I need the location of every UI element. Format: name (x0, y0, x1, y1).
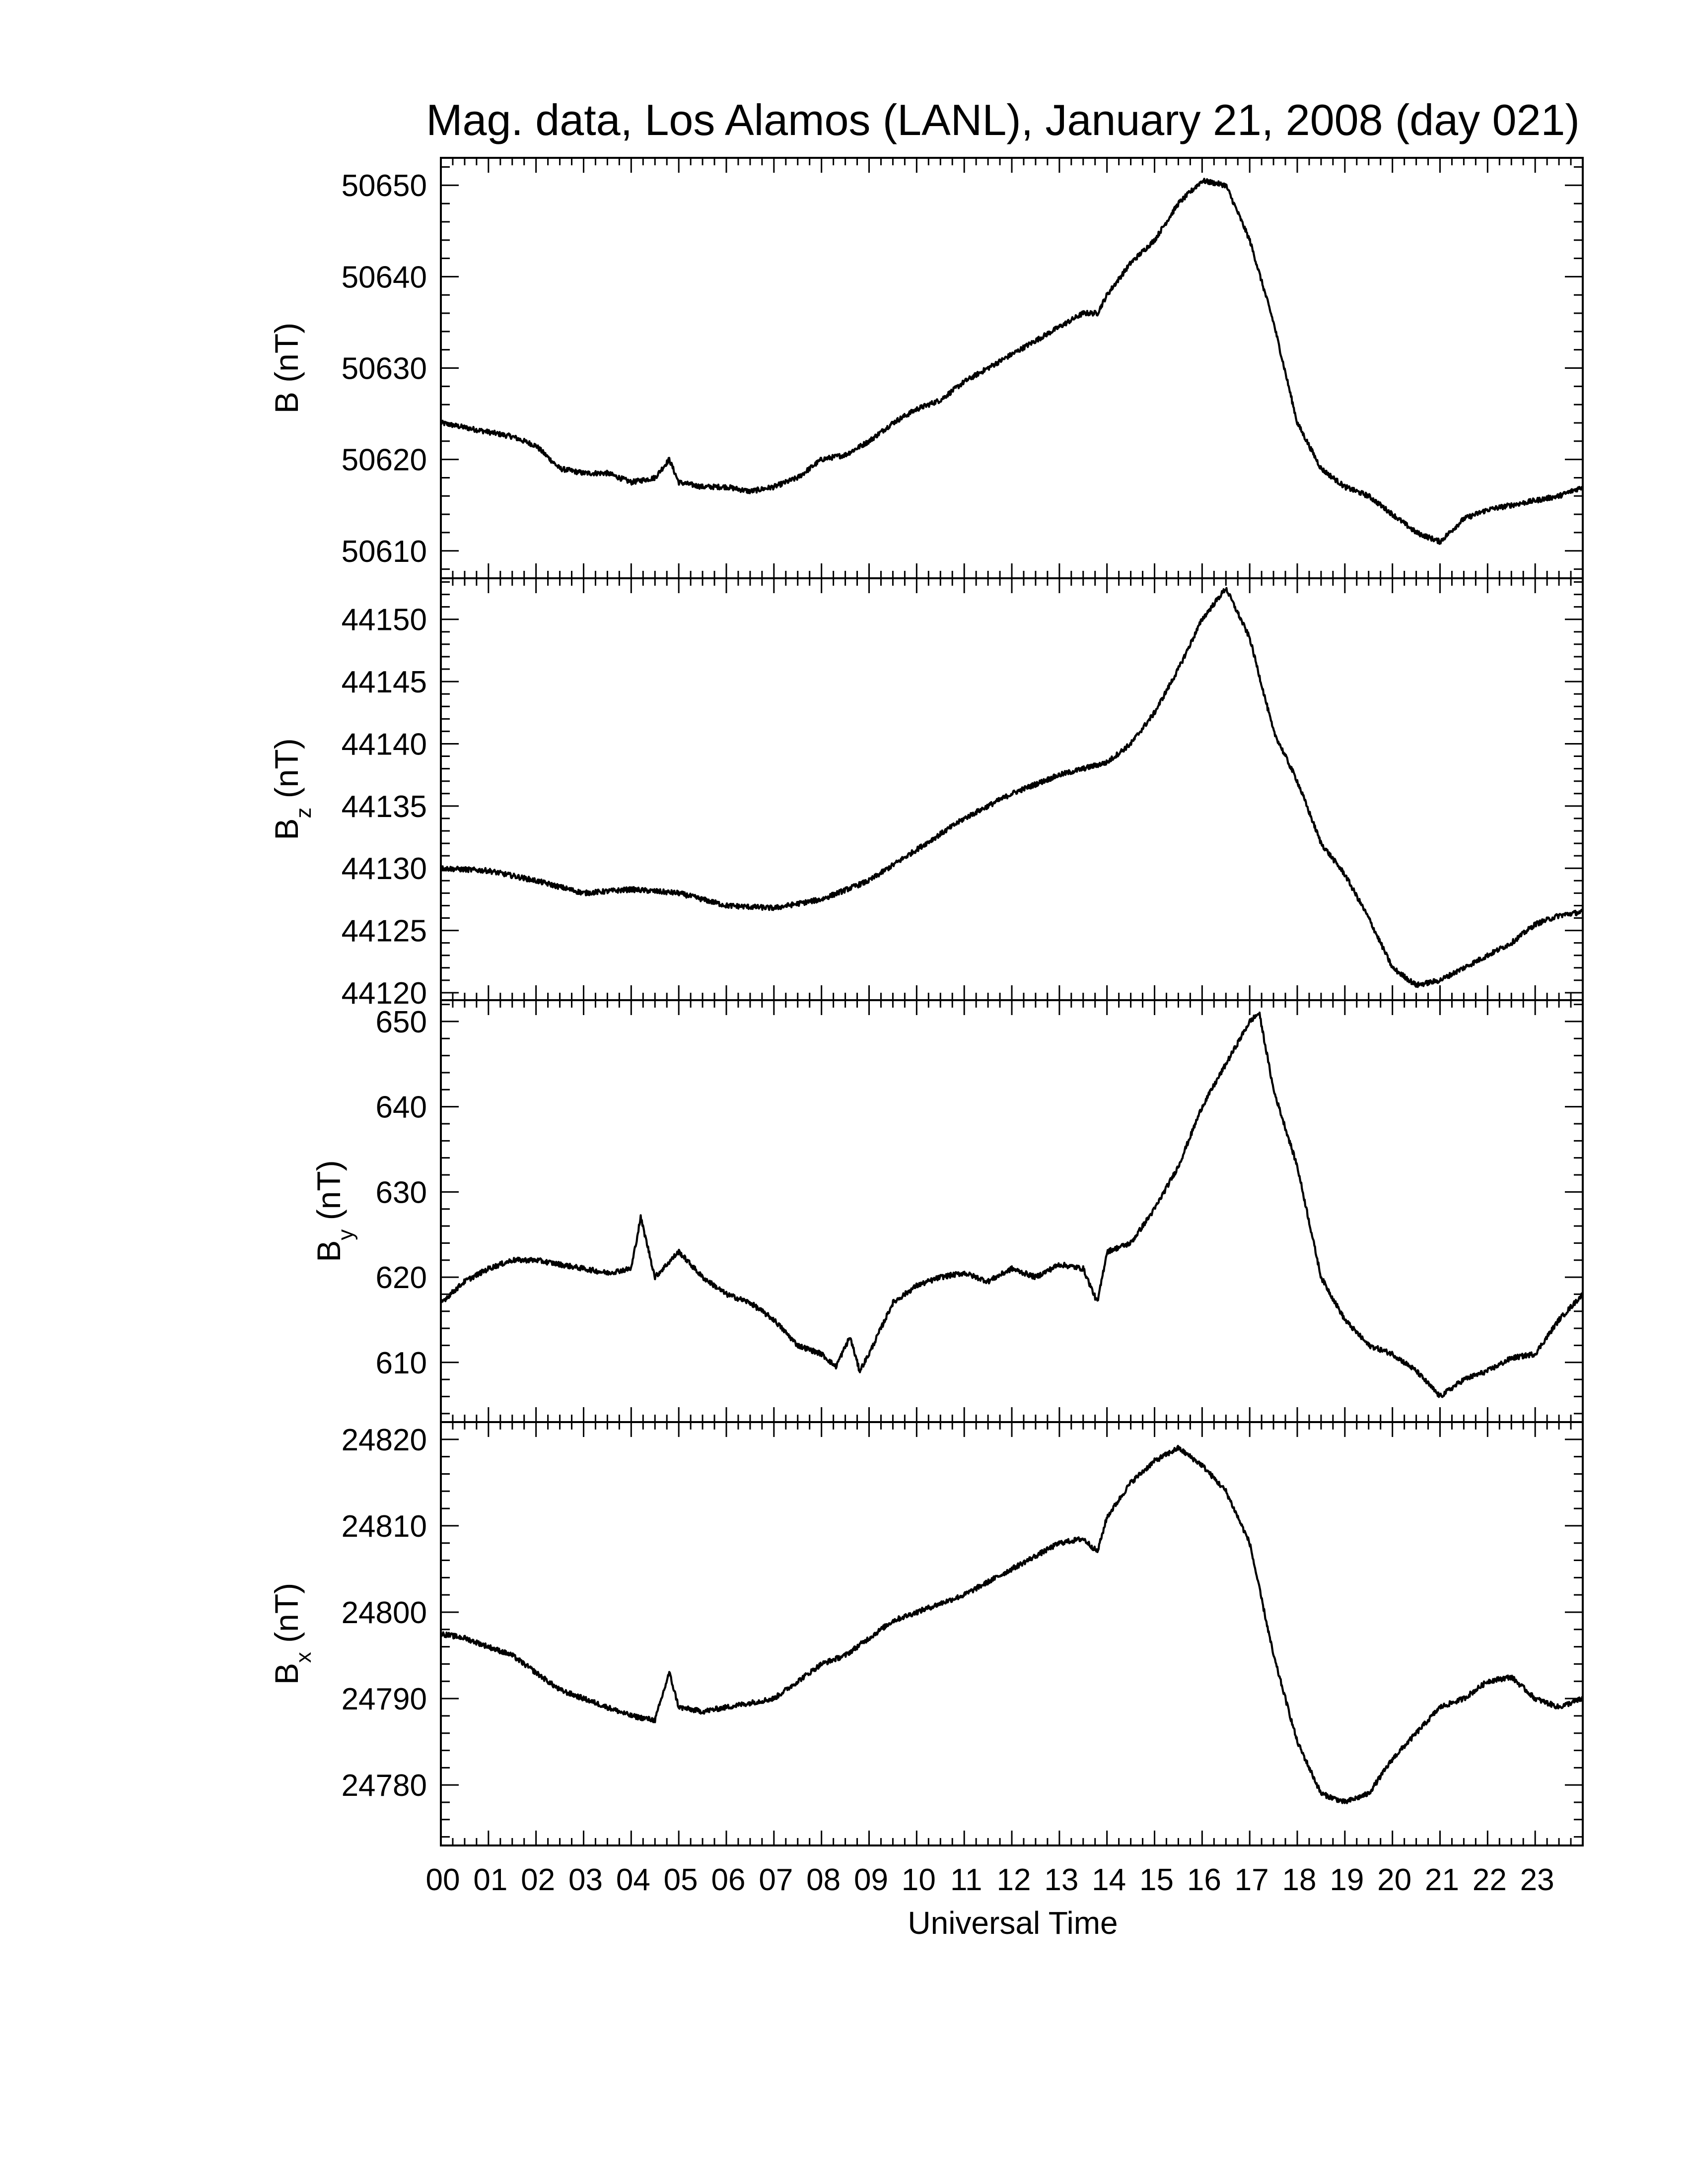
y-axis-label-subscript: z (291, 808, 316, 819)
y-tick-label: 44120 (342, 976, 427, 1011)
panel-frame (440, 999, 1584, 1423)
y-tick-label: 640 (376, 1091, 427, 1125)
y-tick-label: 44130 (342, 852, 427, 886)
y-axis-label-unit: (nT) (268, 738, 305, 807)
y-tick-label: 44135 (342, 790, 427, 824)
y-tick-label: 650 (376, 1005, 427, 1039)
y-axis-label-unit: (nT) (268, 323, 305, 392)
y-tick-label: 44140 (342, 727, 427, 761)
x-tick-label: 18 (1282, 1863, 1317, 1897)
y-tick-label: 44145 (342, 665, 427, 699)
x-tick-label: 16 (1187, 1863, 1221, 1897)
x-tick-label: 03 (568, 1863, 603, 1897)
x-tick-label: 04 (616, 1863, 650, 1897)
x-tick-label: 06 (711, 1863, 746, 1897)
x-tick-label: 08 (806, 1863, 841, 1897)
series-line-Bx (439, 1444, 1584, 1804)
x-tick-label: 02 (521, 1863, 555, 1897)
y-axis-label-main: B (268, 392, 305, 413)
y-axis-label-subscript: y (334, 1229, 358, 1240)
x-tick-label: 13 (1044, 1863, 1078, 1897)
y-axis-label: Bx (nT) (268, 1583, 316, 1685)
y-tick-label: 24780 (342, 1769, 427, 1803)
y-tick-label: 24810 (342, 1509, 427, 1544)
y-axis-label-main: B (268, 819, 305, 840)
panel-frame (440, 157, 1584, 579)
y-tick-label: 50630 (342, 352, 427, 386)
x-tick-label: 14 (1092, 1863, 1126, 1897)
y-tick-label: 630 (376, 1175, 427, 1210)
y-tick-label: 24790 (342, 1682, 427, 1716)
panel-Bz: 44120 44125 44130 44135 44140 44145 44150 Bz (n… (268, 577, 1584, 1011)
panel-B: 50610 50620 50630 50640 50650 B (nT) (268, 157, 1584, 579)
series-line-B (439, 178, 1584, 545)
y-tick-label: 44150 (342, 603, 427, 637)
y-tick-label: 50640 (342, 260, 427, 294)
y-tick-label: 50650 (342, 169, 427, 203)
x-tick-label: 17 (1235, 1863, 1269, 1897)
y-tick-label: 50620 (342, 443, 427, 478)
x-tick-label: 22 (1473, 1863, 1507, 1897)
x-tick-label: 23 (1520, 1863, 1554, 1897)
x-axis: 00 01 02 03 04 05 06 07 08 09 10 11 12 13 14 15 16 17 18 19… (426, 1863, 1554, 1897)
x-tick-label: 00 (426, 1863, 460, 1897)
y-tick-label: 620 (376, 1261, 427, 1295)
x-tick-label: 01 (473, 1863, 507, 1897)
y-axis-label: Bz (nT) (268, 738, 316, 840)
x-tick-label: 21 (1425, 1863, 1459, 1897)
y-tick-label: 50610 (342, 535, 427, 569)
y-tick-label: 610 (376, 1346, 427, 1380)
y-axis-label-unit: (nT) (310, 1160, 347, 1229)
y-axis-label: By (nT) (310, 1160, 358, 1262)
x-tick-label: 07 (759, 1863, 793, 1897)
x-tick-label: 19 (1330, 1863, 1364, 1897)
panel-frame (440, 1421, 1584, 1846)
x-tick-label: 20 (1377, 1863, 1411, 1897)
y-tick-label: 24800 (342, 1596, 427, 1630)
x-tick-label: 09 (854, 1863, 888, 1897)
x-axis-label: Universal Time (908, 1905, 1118, 1941)
x-tick-label: 12 (997, 1863, 1031, 1897)
series-line-Bz (440, 587, 1584, 988)
x-tick-label: 11 (950, 1863, 982, 1897)
y-axis-label-main: B (310, 1240, 347, 1262)
x-tick-label: 10 (902, 1863, 936, 1897)
y-axis-label-subscript: x (291, 1652, 316, 1663)
y-tick-label: 44125 (342, 914, 427, 949)
series-line-By (439, 1011, 1584, 1398)
y-tick-label: 24820 (342, 1423, 427, 1457)
x-tick-label: 05 (664, 1863, 698, 1897)
y-axis-label-main: B (268, 1663, 305, 1685)
y-axis-label-unit: (nT) (268, 1583, 305, 1652)
x-tick-label: 15 (1139, 1863, 1174, 1897)
chart-title: Mag. data, Los Alamos (LANL), January 21… (426, 95, 1580, 144)
panel-By: 610 620 630 640 650 By (nT) (310, 999, 1584, 1423)
y-axis-label: B (nT) (268, 323, 305, 413)
panel-Bx: 24780 24790 24800 24810 24820 Bx (nT) (268, 1421, 1584, 1846)
panel-frame (440, 577, 1584, 1001)
